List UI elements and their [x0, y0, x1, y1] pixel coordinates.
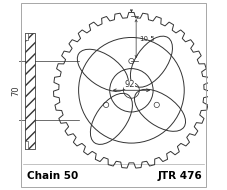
- Bar: [25, 33, 35, 149]
- Text: 10.5: 10.5: [139, 36, 155, 42]
- Text: 92: 92: [124, 80, 135, 89]
- Text: 70: 70: [11, 85, 20, 96]
- Text: JTR 476: JTR 476: [157, 171, 202, 181]
- Text: Chain 50: Chain 50: [27, 171, 78, 181]
- Bar: [25, 33, 28, 40]
- Bar: [25, 141, 28, 149]
